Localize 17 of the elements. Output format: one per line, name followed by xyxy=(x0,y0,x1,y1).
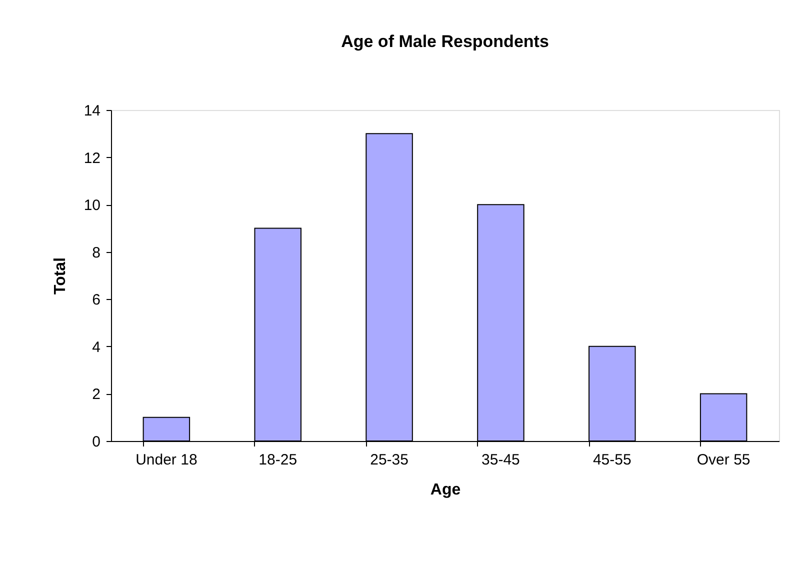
y-tick-label: 0 xyxy=(92,434,100,450)
x-tick-label: 18-25 xyxy=(258,452,298,468)
x-tick-label: 45-55 xyxy=(592,452,632,468)
y-tick-label: 6 xyxy=(92,292,100,309)
x-tick-label: 35-45 xyxy=(482,452,520,468)
y-tick-label: 12 xyxy=(84,150,100,167)
y-tick-label: 2 xyxy=(92,386,100,404)
x-tick-label: Over 55 xyxy=(696,452,750,468)
y-tick-label: 4 xyxy=(92,338,100,356)
x-axis-title: Age xyxy=(430,482,461,498)
chart-title: Age of Male Respondents xyxy=(341,32,549,51)
y-tick-label: 8 xyxy=(92,244,100,262)
y-tick-label: 10 xyxy=(84,197,100,214)
x-tick-label: Under 18 xyxy=(136,452,198,468)
y-tick-label: 14 xyxy=(84,102,100,120)
y-axis-title: Total xyxy=(52,257,69,295)
x-tick-label: 25-35 xyxy=(370,452,408,468)
